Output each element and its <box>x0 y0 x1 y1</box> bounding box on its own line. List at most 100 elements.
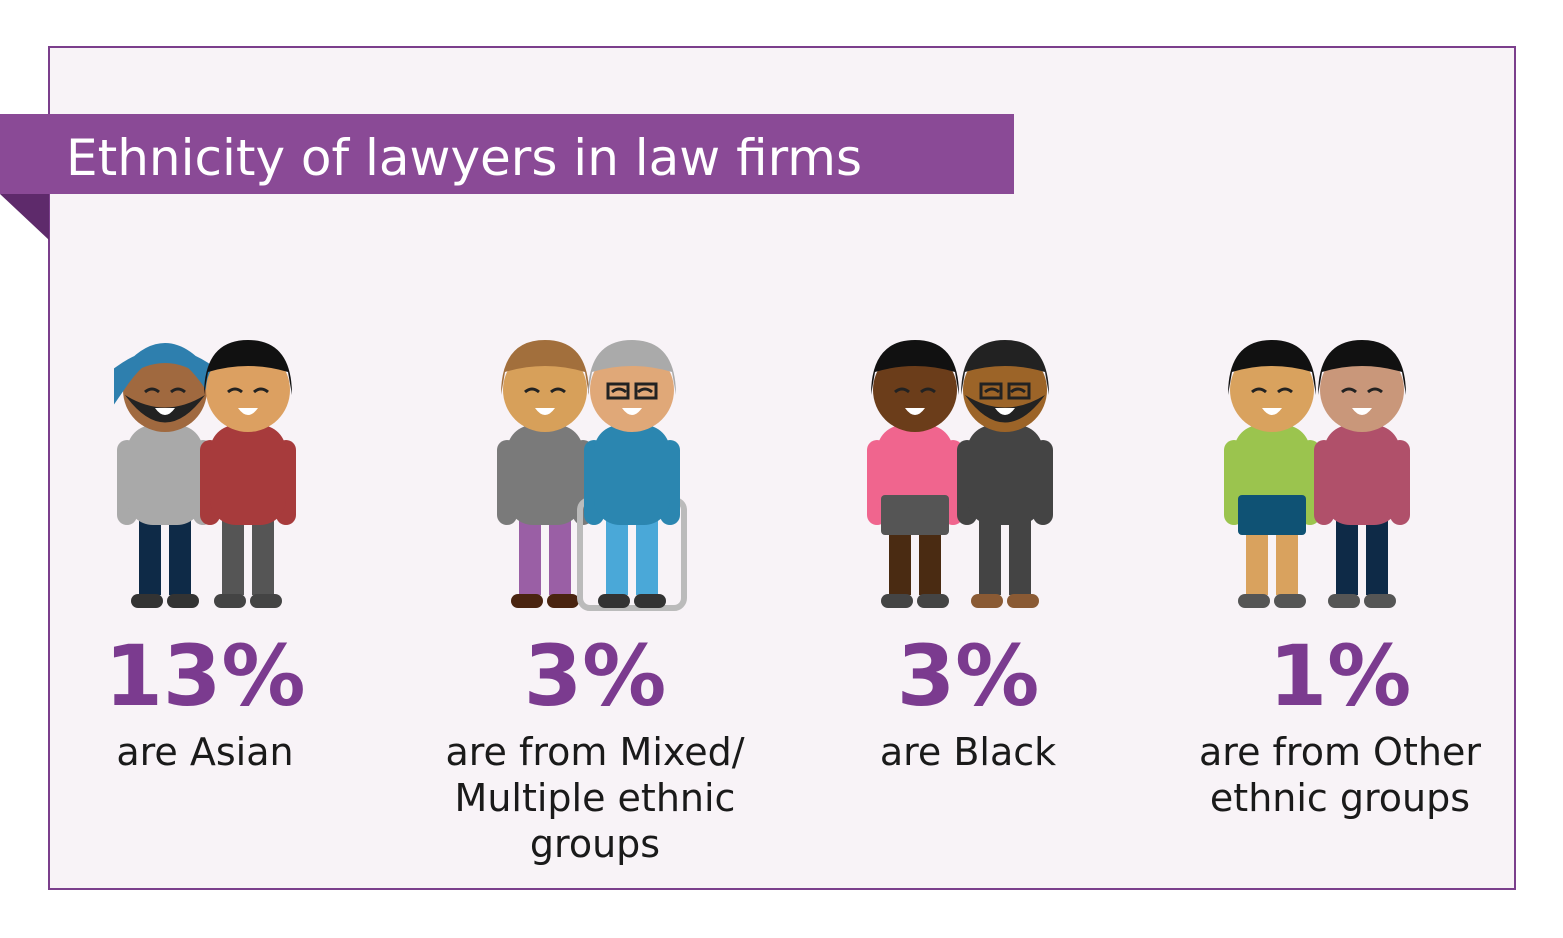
shoe <box>1007 594 1039 608</box>
shoe <box>971 594 1003 608</box>
caption-line: ethnic groups <box>1210 776 1470 820</box>
leg <box>519 515 541 595</box>
head <box>873 348 957 432</box>
hair <box>961 340 1049 395</box>
mouth <box>905 408 925 415</box>
caption-line: are Asian <box>116 730 293 774</box>
glasses <box>1007 382 1031 400</box>
mouth <box>238 408 258 415</box>
torso <box>594 425 670 525</box>
shoe <box>131 594 163 608</box>
hair <box>204 340 292 395</box>
person <box>1314 340 1410 608</box>
percent: 3% <box>897 627 1040 725</box>
eye <box>920 387 936 394</box>
shoe <box>1364 594 1396 608</box>
mouth <box>995 408 1015 415</box>
glasses <box>979 382 1003 400</box>
leg <box>139 515 161 595</box>
mouth <box>155 408 175 415</box>
eye <box>1251 387 1267 394</box>
head <box>503 348 587 432</box>
torso <box>1324 425 1400 525</box>
eye <box>1010 387 1026 394</box>
title-banner <box>0 114 1014 194</box>
hair <box>501 340 589 395</box>
eye <box>227 387 243 394</box>
caption-line: are from Other <box>1199 730 1481 774</box>
leg <box>636 515 658 595</box>
person <box>867 340 963 608</box>
head <box>590 348 674 432</box>
caption-line: Multiple ethnic <box>455 776 736 820</box>
illustrations <box>114 340 1410 611</box>
leg <box>222 515 244 595</box>
stats: 13% are Asian 3% are from Mixed/Multiple et… <box>104 627 1481 866</box>
glasses <box>606 382 630 400</box>
head <box>1230 348 1314 432</box>
leg <box>252 515 274 595</box>
caption-line: groups <box>530 822 660 866</box>
eye <box>1367 387 1383 394</box>
torso <box>507 425 583 525</box>
eye <box>524 387 540 394</box>
mouth <box>1262 408 1282 415</box>
eye <box>144 387 160 394</box>
percent: 1% <box>1269 627 1412 725</box>
eye <box>611 387 627 394</box>
torso <box>967 425 1043 525</box>
torso <box>210 425 286 525</box>
shoe <box>634 594 666 608</box>
eye <box>550 387 566 394</box>
percent: 3% <box>524 627 667 725</box>
mouth <box>535 408 555 415</box>
head <box>206 348 290 432</box>
shoe <box>547 594 579 608</box>
caption-line: are from Mixed/ <box>445 730 744 774</box>
leg <box>1366 515 1388 595</box>
banner-fold <box>0 194 49 240</box>
caption-line: are Black <box>880 730 1056 774</box>
eye <box>1277 387 1293 394</box>
mouth <box>1352 408 1372 415</box>
shoe <box>214 594 246 608</box>
person <box>200 340 296 608</box>
leg <box>169 515 191 595</box>
percent: 13% <box>104 627 305 725</box>
hair <box>871 340 959 395</box>
hair <box>1318 340 1406 395</box>
shoe <box>1238 594 1270 608</box>
skirt <box>881 495 949 535</box>
skirt <box>1238 495 1306 535</box>
shoe <box>1274 594 1306 608</box>
eye <box>894 387 910 394</box>
shoe <box>1328 594 1360 608</box>
eye <box>253 387 269 394</box>
hair <box>1228 340 1316 395</box>
shoe <box>598 594 630 608</box>
torso <box>127 425 203 525</box>
leg <box>549 515 571 595</box>
person <box>497 340 593 608</box>
mouth <box>622 408 642 415</box>
eye <box>984 387 1000 394</box>
person <box>577 340 687 611</box>
eye <box>637 387 653 394</box>
person <box>957 340 1053 608</box>
hair <box>588 340 676 395</box>
shoe <box>167 594 199 608</box>
leg <box>1336 515 1358 595</box>
shoe <box>917 594 949 608</box>
leg <box>606 515 628 595</box>
shoe <box>250 594 282 608</box>
head <box>1320 348 1404 432</box>
shoe <box>881 594 913 608</box>
shoe <box>511 594 543 608</box>
eye <box>1341 387 1357 394</box>
leg <box>1009 515 1031 595</box>
title: Ethnicity of lawyers in law firms <box>66 129 862 187</box>
eye <box>170 387 186 394</box>
leg <box>979 515 1001 595</box>
